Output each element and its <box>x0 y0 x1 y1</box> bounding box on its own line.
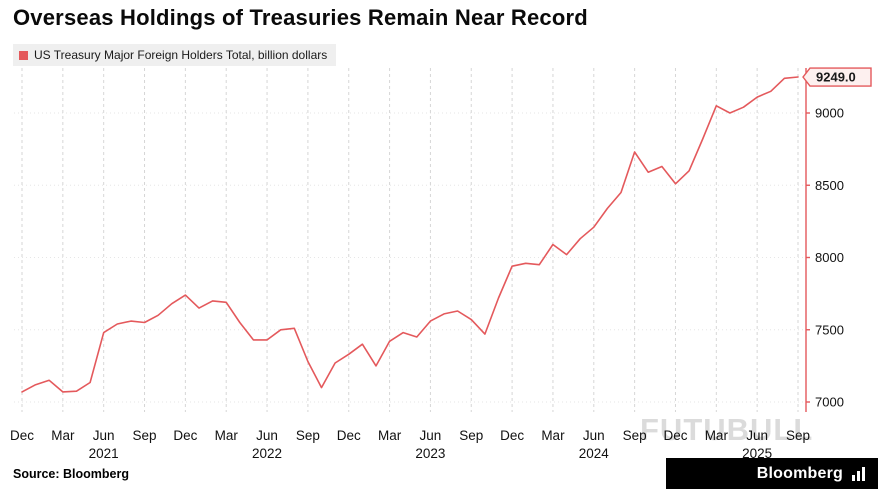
y-tick-label: 7000 <box>815 395 844 410</box>
y-tick-label: 8500 <box>815 178 844 193</box>
x-tick-label: Mar <box>378 428 402 443</box>
chart-title: Overseas Holdings of Treasuries Remain N… <box>13 5 588 30</box>
legend: US Treasury Major Foreign Holders Total,… <box>13 44 337 66</box>
x-tick-label: Dec <box>337 428 361 443</box>
last-value-flag <box>802 67 872 87</box>
bloomberg-logo-text: Bloomberg <box>756 464 843 482</box>
x-tick-label: Sep <box>459 428 483 443</box>
x-tick-label: Dec <box>500 428 524 443</box>
x-tick-label: Sep <box>296 428 320 443</box>
x-tick-label: Dec <box>10 428 34 443</box>
x-tick-label: Mar <box>541 428 565 443</box>
line-chart: 7000 7500 8000 8500 9000 9249.0 Dec Mar Jun Sep De… <box>10 67 872 461</box>
x-tick-label: Sep <box>623 428 647 443</box>
year-label: 2025 <box>742 446 772 461</box>
x-tick-label: Dec <box>173 428 197 443</box>
bloomberg-brand-bar: Bloomberg <box>666 458 878 489</box>
bar-chart-icon <box>852 466 865 481</box>
x-tick-label: Mar <box>215 428 239 443</box>
year-label: 2023 <box>415 446 445 461</box>
year-label: 2024 <box>579 446 610 461</box>
x-tick-label: Sep <box>133 428 157 443</box>
x-tick-label: Jun <box>746 428 768 443</box>
x-tick-label: Jun <box>583 428 605 443</box>
y-tick-label: 9000 <box>815 106 844 121</box>
x-tick-label: Jun <box>93 428 115 443</box>
y-tick-label: 7500 <box>815 322 844 337</box>
legend-marker-icon <box>19 50 28 60</box>
x-tick-label: Sep <box>786 428 810 443</box>
series-line <box>21 76 799 393</box>
last-value-label: 9249.0 <box>816 70 856 85</box>
x-tick-label: Jun <box>256 428 278 443</box>
year-label: 2021 <box>89 446 119 461</box>
x-tick-label: Mar <box>705 428 729 443</box>
watermark: FUTUBULL <box>640 412 814 447</box>
legend-label: US Treasury Major Foreign Holders Total,… <box>34 48 328 62</box>
y-tick-label: 8000 <box>815 250 844 265</box>
x-tick-label: Dec <box>663 428 687 443</box>
x-tick-label: Jun <box>420 428 442 443</box>
year-label: 2022 <box>252 446 282 461</box>
source-label: Source: Bloomberg <box>13 467 129 481</box>
x-tick-label: Mar <box>51 428 75 443</box>
